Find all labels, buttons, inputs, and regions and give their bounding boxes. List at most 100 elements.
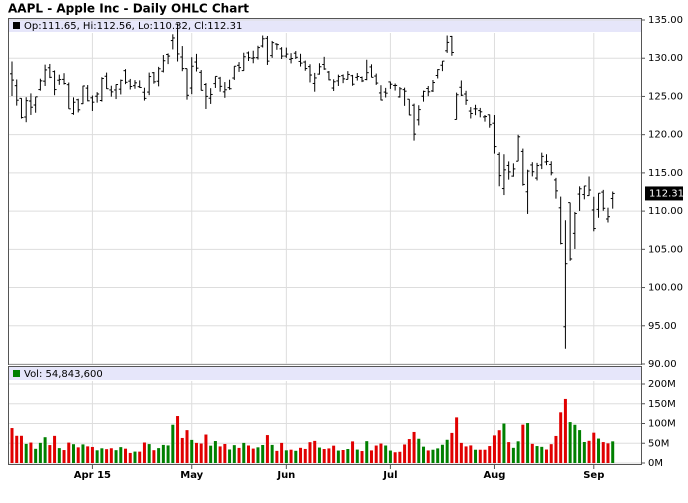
volume-bar	[213, 441, 217, 463]
volume-bar	[34, 448, 38, 463]
volume-bar	[336, 450, 340, 463]
y-tick-label: 135.00	[648, 15, 683, 26]
volume-bar	[62, 450, 66, 463]
volume-bar	[76, 447, 80, 463]
volume-bar	[544, 449, 548, 463]
volume-bar	[265, 435, 269, 463]
volume-bar	[105, 449, 109, 463]
x-tick-label: May	[180, 470, 203, 481]
volume-bar	[582, 441, 586, 463]
x-tick-label: Jun	[276, 470, 295, 481]
volume-bar	[209, 445, 213, 463]
volume-bar	[355, 449, 359, 463]
volume-bar	[327, 448, 331, 463]
volume-bar	[568, 422, 572, 463]
volume-bar	[261, 444, 265, 463]
volume-bar	[128, 452, 132, 463]
volume-bar	[142, 442, 146, 463]
volume-bar	[86, 446, 90, 463]
volume-bar	[199, 443, 203, 463]
volume-bar	[308, 442, 312, 463]
volume-bar	[374, 445, 378, 463]
last-price-box	[645, 186, 683, 201]
volume-bar	[412, 431, 416, 463]
volume-bar	[445, 439, 449, 463]
volume-bar	[346, 449, 350, 463]
volume-bar	[152, 450, 156, 463]
volume-bar	[535, 446, 539, 463]
volume-bar	[431, 449, 435, 463]
volume-bar	[313, 440, 317, 463]
volume-bar	[171, 424, 175, 463]
volume-bar	[388, 450, 392, 463]
y-tick-label: 100M	[648, 419, 676, 430]
info-swatch	[13, 22, 20, 29]
volume-bar	[351, 441, 355, 463]
volume-bar	[398, 451, 402, 463]
volume-bar	[436, 448, 440, 463]
volume-bar	[559, 412, 563, 463]
y-tick-label: 115.00	[648, 168, 683, 179]
volume-bar	[455, 417, 459, 463]
volume-bar	[247, 445, 250, 463]
volume-bar	[19, 435, 23, 463]
volume-bar	[43, 437, 47, 463]
volume-bar	[403, 444, 407, 463]
volume-bar	[180, 437, 184, 463]
volume-bar	[166, 445, 170, 463]
volume-bar	[587, 440, 591, 463]
volume-bar	[15, 435, 19, 463]
y-tick-label: 120.00	[648, 130, 683, 141]
volume-bar	[294, 450, 298, 463]
volume-bar	[67, 442, 71, 463]
volume-bar	[303, 448, 307, 463]
volume-bar	[459, 442, 463, 463]
volume-bar	[256, 447, 260, 463]
volume-bar	[521, 424, 525, 463]
volume-bar	[71, 444, 75, 463]
volume-bar	[218, 446, 222, 463]
volume-bar	[53, 435, 57, 463]
y-tick-label: 90.00	[648, 359, 677, 370]
volume-bar	[228, 449, 232, 463]
volume-bar	[341, 450, 345, 463]
volume-bar	[365, 441, 369, 463]
y-tick-label: 100.00	[648, 283, 683, 294]
volume-bar	[606, 443, 610, 463]
volume-bar	[232, 445, 236, 463]
volume-bar	[563, 398, 567, 463]
volume-bar	[176, 416, 180, 463]
volume-bar	[440, 444, 444, 463]
volume-bar	[284, 450, 288, 463]
volume-bar	[478, 449, 482, 463]
volume-bar	[124, 448, 128, 463]
volume-bar	[322, 449, 326, 463]
volume-bar	[540, 446, 544, 463]
y-tick-label: 0M	[648, 458, 663, 469]
volume-bar	[289, 449, 293, 463]
x-tick-label: Apr 15	[74, 470, 111, 481]
volume-bar	[573, 424, 577, 463]
volume-bar	[138, 451, 142, 463]
y-tick-label: 50M	[648, 438, 669, 449]
volume-bar	[611, 441, 615, 463]
volume-bar	[530, 443, 534, 463]
y-tick-label: 200M	[648, 379, 676, 390]
volume-bar	[417, 438, 421, 463]
x-tick-label: Jul	[382, 470, 397, 481]
plot-layer: 90.00 95.00 100.00 105.00 110.00 115.00 120.00…	[9, 15, 684, 481]
volume-bar	[422, 446, 426, 463]
volume-bar	[497, 430, 501, 463]
volume-bar	[90, 446, 94, 463]
volume-bar	[549, 444, 553, 463]
volume-bar	[554, 435, 558, 463]
volume-bar	[317, 447, 321, 463]
y-tick-label: 150M	[648, 399, 676, 410]
volume-bar	[592, 432, 596, 463]
volume-bar	[147, 444, 151, 463]
volume-swatch	[13, 370, 20, 377]
volume-bar	[393, 452, 397, 463]
volume-bar	[578, 430, 582, 463]
chart-title: AAPL - Apple Inc - Daily OHLC Chart	[8, 2, 249, 16]
volume-bar	[511, 447, 515, 463]
